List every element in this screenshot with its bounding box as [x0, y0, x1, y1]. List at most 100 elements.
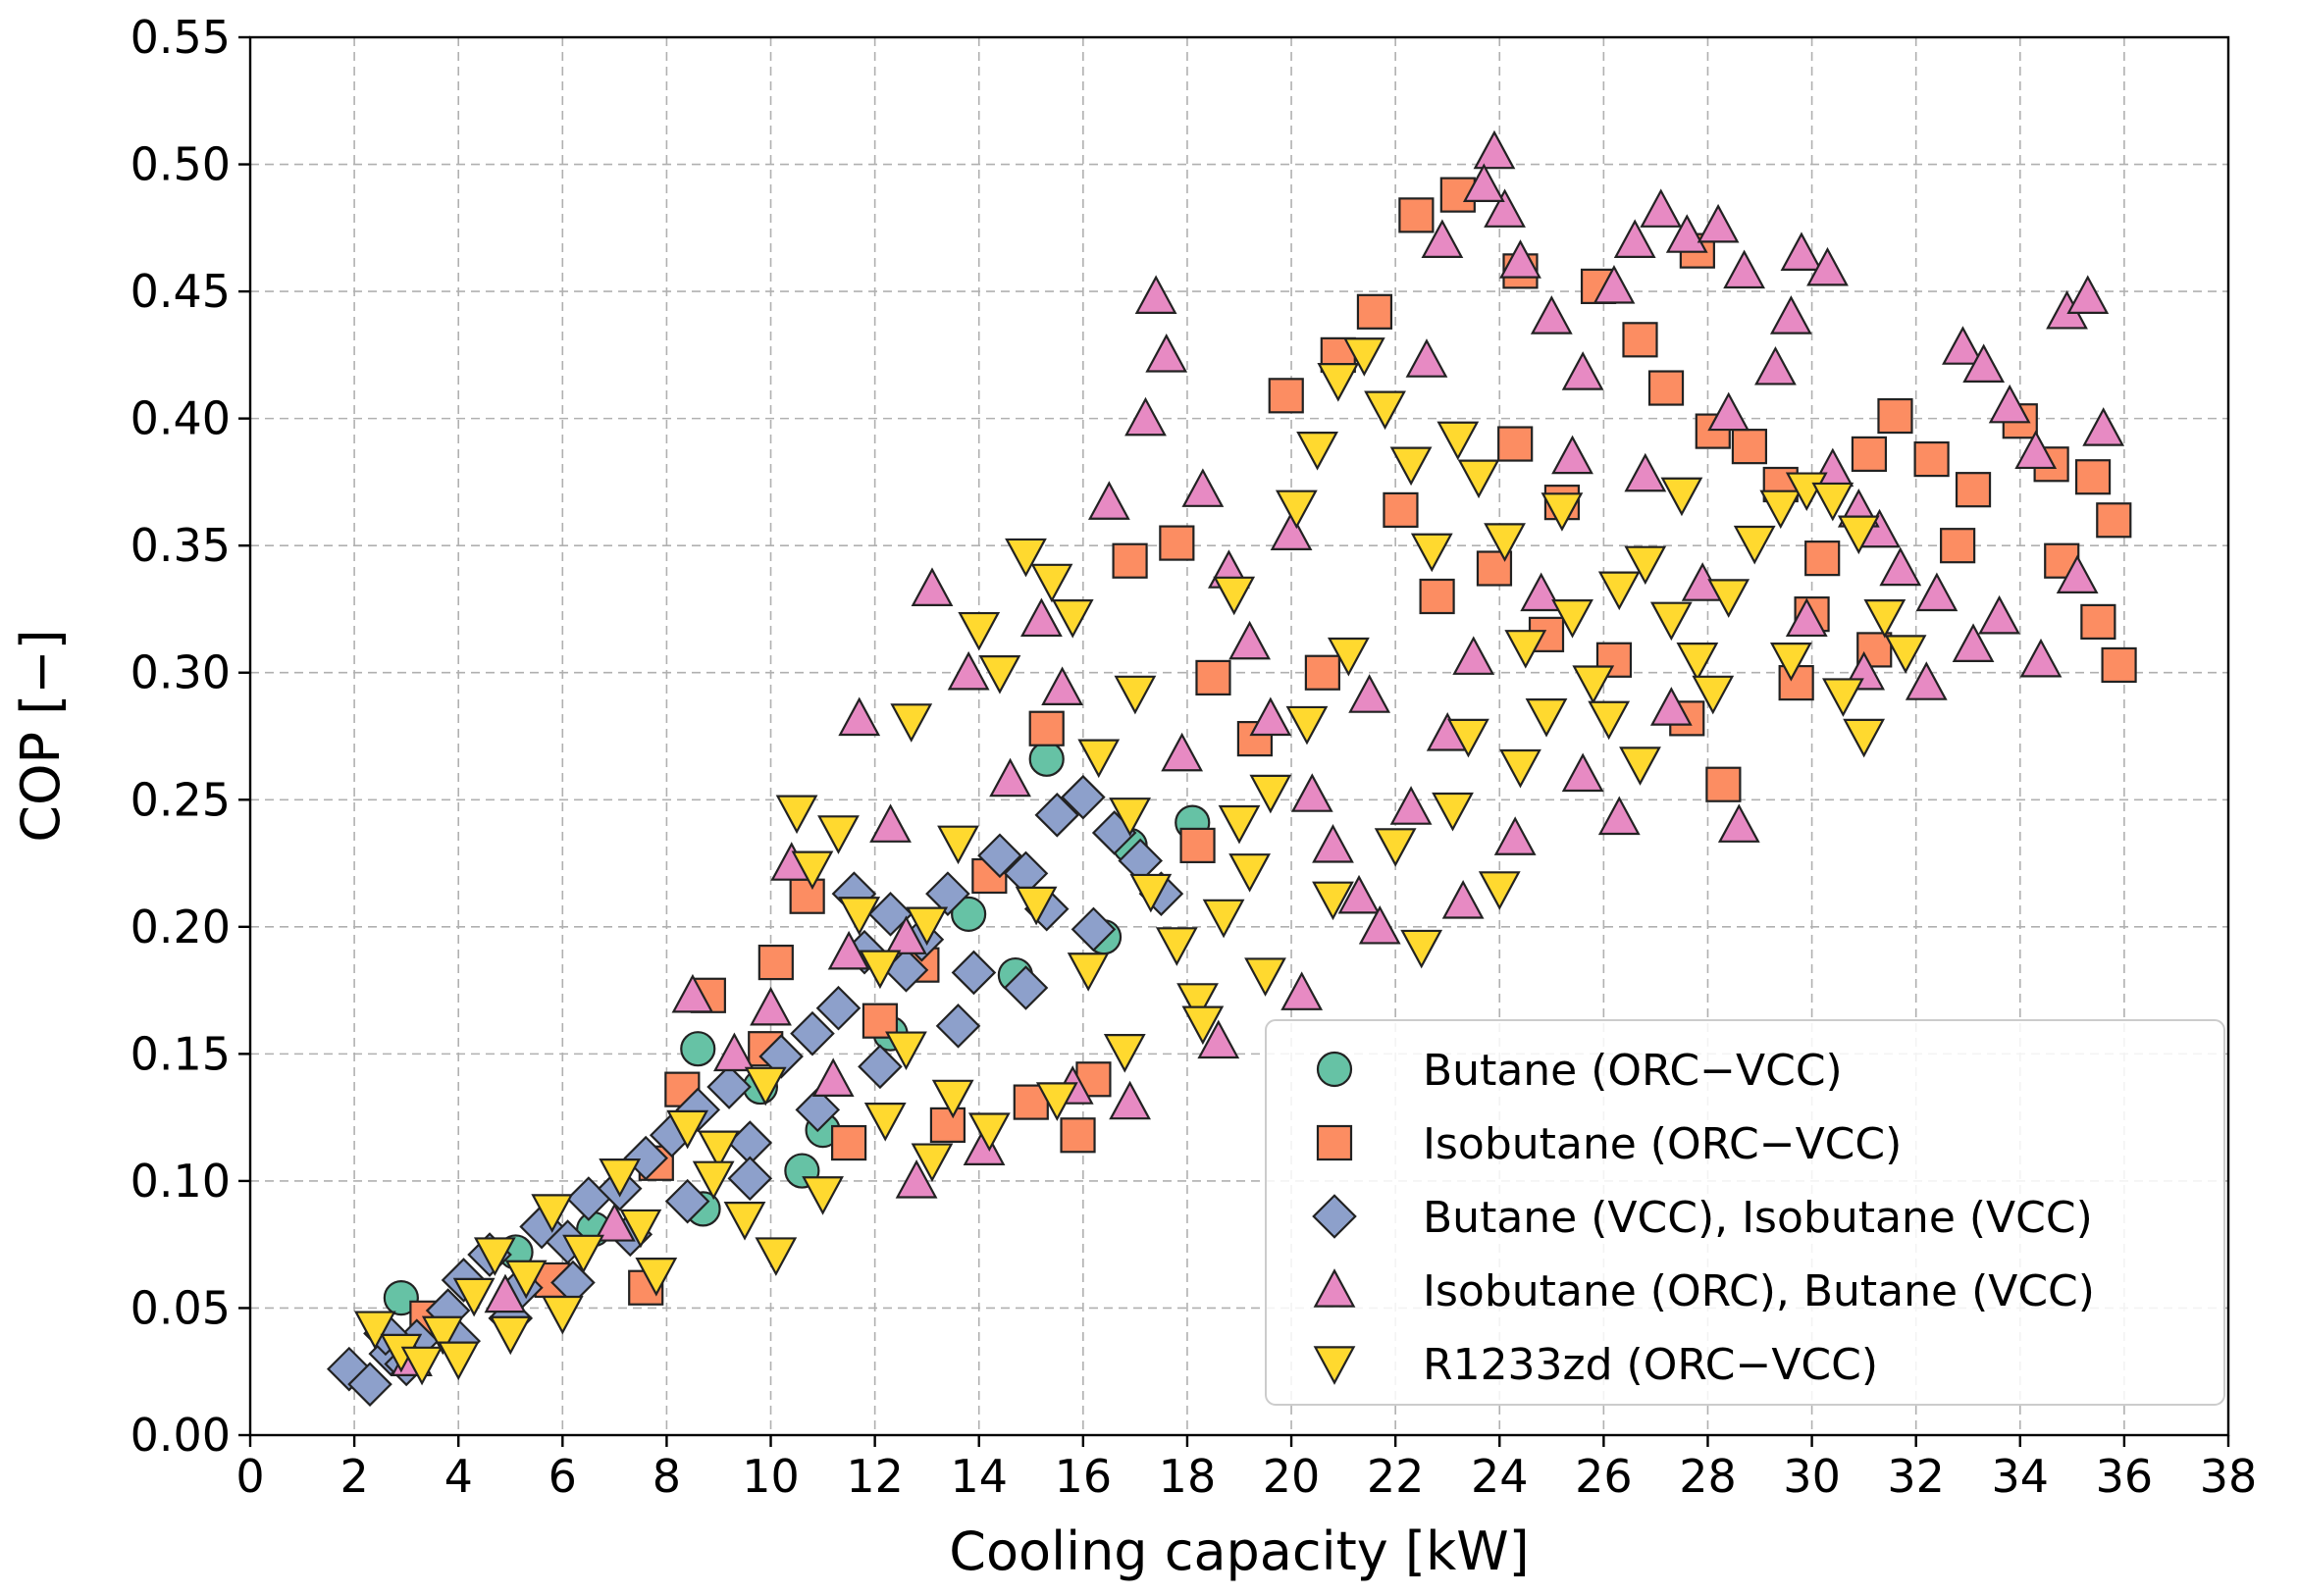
data-point	[1280, 971, 1324, 1010]
data-point	[1290, 773, 1333, 812]
data-point	[723, 1202, 766, 1241]
data-point	[802, 1176, 844, 1215]
data-point	[1705, 766, 1742, 802]
data-point	[1769, 295, 1812, 335]
data-point	[692, 1160, 735, 1201]
data-point	[1717, 803, 1760, 843]
data-point	[1432, 792, 1474, 832]
data-point	[1647, 370, 1685, 406]
data-point	[1504, 630, 1547, 669]
x-axis-ticks: 0 2 4 6 8 10 12 14 16 18 20 22 24 26 28 30 32 34 36 38	[235, 1435, 2257, 1503]
data-point	[1410, 533, 1453, 573]
plot-frame	[248, 35, 2230, 1437]
data-point	[347, 1362, 392, 1407]
x-tick-label: 30	[1783, 1450, 1841, 1503]
data-point	[947, 650, 990, 691]
data-point	[1400, 929, 1443, 969]
data-point	[758, 1034, 804, 1079]
data-point	[635, 1258, 678, 1297]
data-point	[1161, 732, 1204, 772]
data-point	[1077, 739, 1121, 779]
legend-marker	[1313, 1346, 1356, 1385]
data-point	[1665, 214, 1708, 253]
data-point	[623, 1135, 669, 1181]
data-point	[1978, 594, 2020, 635]
data-point	[935, 1004, 981, 1049]
legend-label: Butane (ORC−VCC)	[1423, 1046, 1843, 1096]
data-point	[1228, 853, 1272, 893]
legend: Butane (ORC−VCC) Isobutane (ORC−VCC) Butan…	[1265, 1019, 2225, 1406]
data-point	[911, 1143, 954, 1183]
data-point	[1249, 696, 1292, 737]
x-tick-label: 0	[235, 1450, 264, 1503]
data-point	[541, 1295, 584, 1335]
data-point	[1051, 599, 1094, 639]
data-point	[1421, 219, 1464, 258]
data-point	[1952, 623, 1995, 662]
data-point	[1061, 774, 1106, 820]
data-point	[489, 1315, 532, 1356]
data-point	[1447, 718, 1489, 758]
data-point	[1843, 718, 1886, 758]
data-point	[1356, 293, 1393, 330]
data-point	[1270, 511, 1313, 550]
data-point	[1493, 816, 1537, 855]
data-point	[664, 1178, 710, 1224]
data-point	[750, 986, 792, 1026]
data-point	[811, 1057, 855, 1097]
data-point	[1541, 492, 1584, 532]
data-point	[1155, 927, 1198, 966]
data-point	[1441, 880, 1485, 919]
data-point	[1195, 659, 1231, 696]
data-point	[1436, 421, 1480, 461]
data-point	[421, 1315, 464, 1356]
data-point	[1134, 275, 1177, 314]
data-point	[1497, 426, 1534, 462]
data-point	[1884, 635, 1927, 674]
data-point	[1484, 523, 1526, 562]
y-tick-label: 0.55	[131, 11, 231, 64]
data-point	[2066, 275, 2110, 314]
data-point	[838, 897, 881, 936]
data-point	[1733, 525, 1776, 565]
data-point	[1863, 599, 1906, 639]
data-point	[1405, 338, 1448, 378]
data-point	[1285, 705, 1329, 746]
data-point	[2074, 459, 2112, 495]
x-tick-label: 34	[1992, 1450, 2050, 1503]
x-tick-label: 22	[1367, 1450, 1425, 1503]
data-point	[1877, 397, 1913, 435]
data-point	[1905, 661, 1948, 700]
x-tick-label: 4	[444, 1450, 473, 1503]
data-point	[1811, 482, 1854, 522]
data-point	[1337, 874, 1381, 914]
data-point	[1202, 899, 1245, 939]
x-tick-label: 8	[653, 1450, 681, 1503]
data-point	[1955, 472, 1992, 508]
x-tick-label: 26	[1575, 1450, 1633, 1503]
y-axis-ticks: 0.00 0.05 0.10 0.15 0.20 0.25 0.30 0.35 0.40 0.45…	[131, 11, 250, 1462]
data-point	[1034, 793, 1080, 838]
data-point	[599, 1158, 642, 1198]
data-point	[789, 878, 825, 914]
data-point	[867, 892, 914, 937]
data-point	[869, 803, 912, 843]
data-point	[977, 833, 1022, 879]
x-tick-label: 10	[742, 1450, 800, 1503]
data-point	[1707, 391, 1750, 432]
data-point	[1499, 748, 1541, 789]
y-tick-label: 0.15	[131, 1027, 231, 1080]
data-point	[1103, 1034, 1146, 1073]
data-point	[817, 815, 860, 854]
data-point	[562, 1234, 604, 1274]
data-point	[593, 1203, 636, 1242]
data-point	[2056, 554, 2099, 593]
data-point	[1020, 597, 1063, 638]
series-5	[353, 337, 1927, 1386]
data-point	[1109, 1080, 1151, 1120]
data-point	[1473, 129, 1516, 170]
data-point	[1525, 698, 1568, 738]
data-point	[1484, 188, 1526, 228]
data-point	[863, 1103, 907, 1142]
data-point	[1452, 636, 1495, 675]
